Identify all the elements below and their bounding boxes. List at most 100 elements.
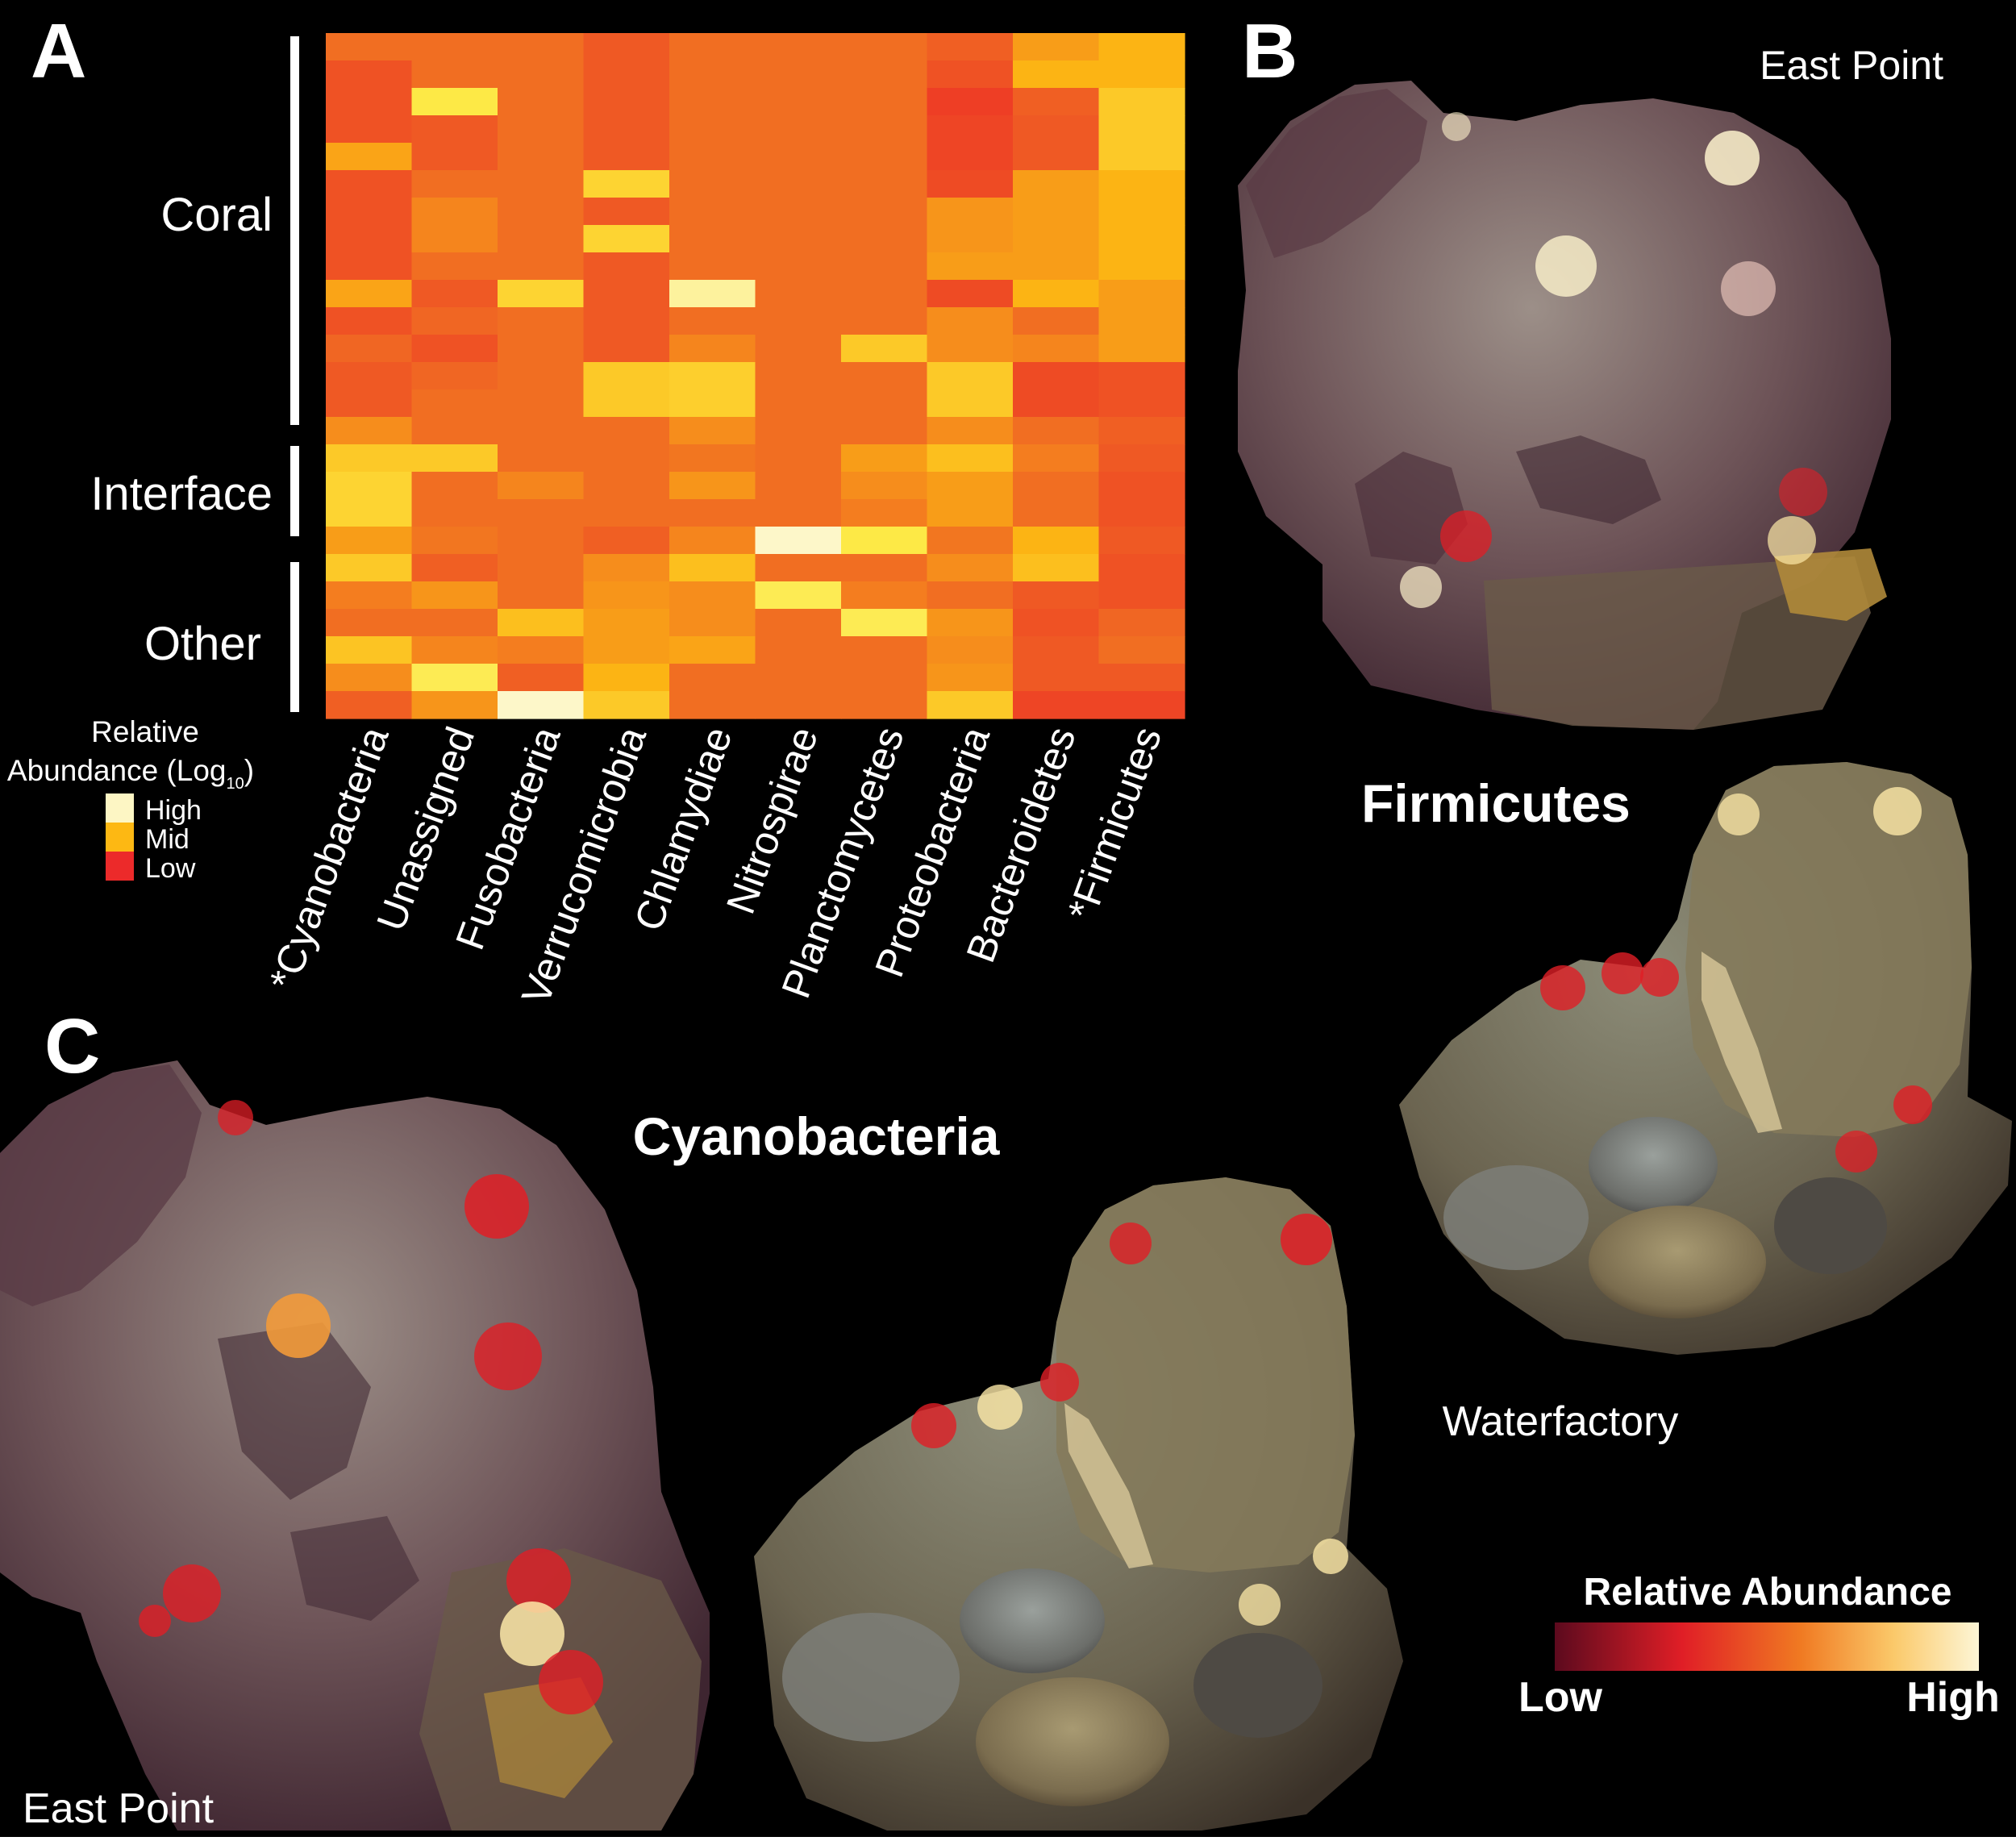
- heatmap-cell: [669, 691, 756, 719]
- heatmap-grid: [326, 33, 1185, 719]
- heatmap-cell: [1098, 362, 1185, 390]
- heatmap-cell: [1013, 225, 1100, 253]
- heatmap-cell: [411, 252, 498, 281]
- heatmap-cell: [411, 33, 498, 61]
- heatmap-cell: [326, 252, 413, 281]
- heatmap-cell: [755, 362, 842, 390]
- heatmap-cell: [669, 143, 756, 171]
- sample-marker-high: [1705, 131, 1760, 185]
- panel-b-site-label: East Point: [1760, 43, 1943, 88]
- heatmap-cell: [755, 60, 842, 89]
- heatmap-cell: [669, 664, 756, 692]
- heatmap-cell: [1013, 115, 1100, 144]
- panel-b-taxon-title: Firmicutes: [1361, 773, 1631, 833]
- sample-marker-high: [1768, 516, 1816, 564]
- heatmap-cell: [669, 417, 756, 445]
- heatmap-cell: [669, 88, 756, 116]
- heatmap-cell: [669, 362, 756, 390]
- heatmap-cell: [1098, 499, 1185, 527]
- heatmap-cell: [927, 527, 1014, 555]
- heatmap-cell: [326, 664, 413, 692]
- heatmap-cell: [1013, 609, 1100, 637]
- heatmap-cell: [583, 581, 670, 610]
- heatmap-cell: [669, 554, 756, 582]
- other-bracket: [290, 562, 299, 712]
- legend-label-low: Low: [145, 853, 196, 884]
- sample-marker-low: [1640, 958, 1679, 997]
- heatmap-cell: [669, 581, 756, 610]
- heatmap-cell: [927, 33, 1014, 61]
- heatmap-cell: [411, 225, 498, 253]
- heatmap-cell: [498, 362, 585, 390]
- sample-marker-mid: [1442, 112, 1471, 141]
- sample-marker-low: [1110, 1222, 1152, 1264]
- group-label-other: Other: [144, 618, 261, 670]
- heatmap-cell: [1098, 198, 1185, 226]
- heatmap-cell: [411, 581, 498, 610]
- heatmap-cell: [1013, 636, 1100, 664]
- heatmap-cell: [498, 335, 585, 363]
- heatmap-cell: [1098, 527, 1185, 555]
- group-label-coral: Coral: [160, 189, 273, 241]
- heatmap-cell: [326, 554, 413, 582]
- heatmap-legend: Relative Abundance (Log10) High Mid Low: [7, 715, 254, 884]
- heatmap-cell: [326, 60, 413, 89]
- sample-marker-high: [1313, 1539, 1348, 1574]
- heatmap-cell: [927, 252, 1014, 281]
- heatmap-cell: [326, 362, 413, 390]
- heatmap-cell: [927, 581, 1014, 610]
- heatmap-cell: [841, 417, 928, 445]
- heatmap-cell: [1098, 115, 1185, 144]
- heatmap-cell: [927, 389, 1014, 418]
- heatmap-cell: [583, 691, 670, 719]
- heatmap-cell: [755, 115, 842, 144]
- heatmap-cell: [841, 88, 928, 116]
- heatmap-cell: [326, 389, 413, 418]
- heatmap-cell: [927, 170, 1014, 198]
- heatmap-cell: [669, 115, 756, 144]
- heatmap-cell: [669, 170, 756, 198]
- heatmap-cell: [411, 88, 498, 116]
- heatmap-cell: [927, 609, 1014, 637]
- heatmap-cell: [1098, 60, 1185, 89]
- heatmap-cell: [755, 636, 842, 664]
- heatmap-cell: [927, 280, 1014, 308]
- heatmap-cell: [1013, 252, 1100, 281]
- sample-marker-low: [464, 1174, 529, 1239]
- panel-c-letter: C: [44, 1003, 100, 1089]
- heatmap-cell: [326, 115, 413, 144]
- heatmap-cell: [498, 609, 585, 637]
- heatmap-cell: [1013, 335, 1100, 363]
- heatmap-cell: [411, 198, 498, 226]
- heatmap-cell: [326, 88, 413, 116]
- heatmap-cell: [1098, 444, 1185, 473]
- heatmap-cell: [927, 88, 1014, 116]
- gradient-legend-high-label: High: [1906, 1674, 2000, 1721]
- heatmap-cell: [927, 307, 1014, 335]
- heatmap-cell: [583, 472, 670, 500]
- sample-marker-low: [1540, 965, 1585, 1010]
- heatmap-cell: [326, 499, 413, 527]
- heatmap-cell: [1098, 581, 1185, 610]
- heatmap-cell: [1013, 33, 1100, 61]
- heatmap-cell: [1013, 417, 1100, 445]
- heatmap-cell: [326, 280, 413, 308]
- heatmap-cell: [755, 198, 842, 226]
- heatmap-cell: [498, 225, 585, 253]
- heatmap-cell: [498, 554, 585, 582]
- heatmap-cell: [669, 252, 756, 281]
- heatmap-cell: [841, 554, 928, 582]
- heatmap-cell: [841, 33, 928, 61]
- sample-marker-high: [977, 1385, 1023, 1430]
- heatmap-cell: [1013, 198, 1100, 226]
- heatmap-cell: [755, 581, 842, 610]
- heatmap-cell: [1098, 307, 1185, 335]
- heatmap-cell: [583, 499, 670, 527]
- heatmap-cell: [927, 636, 1014, 664]
- heatmap-cell: [411, 664, 498, 692]
- heatmap-cell: [326, 444, 413, 473]
- heatmap-cell: [411, 472, 498, 500]
- heatmap-cell: [326, 581, 413, 610]
- group-label-interface: Interface: [90, 468, 273, 520]
